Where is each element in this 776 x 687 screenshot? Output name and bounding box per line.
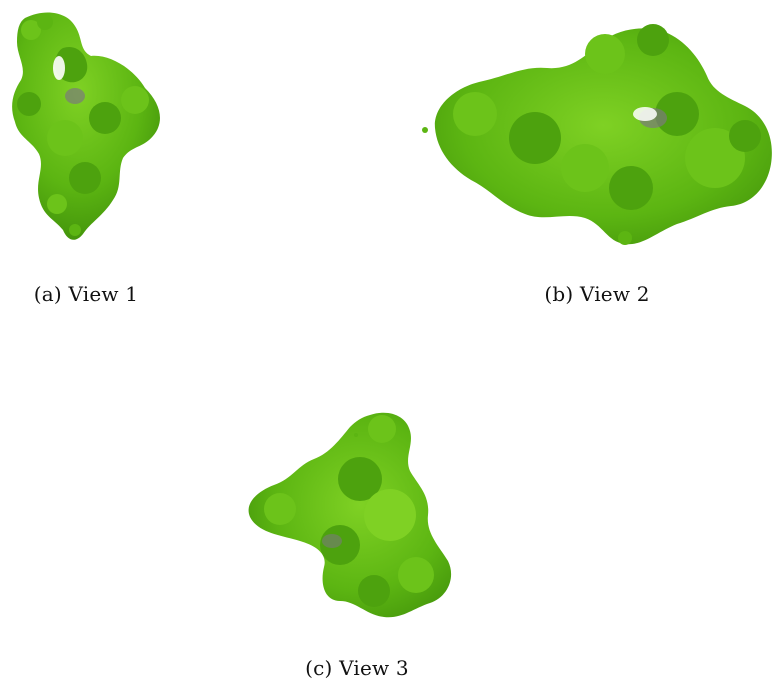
density-map-image	[12, 12, 160, 240]
caption-view-1: (a) View 1	[33, 282, 139, 306]
caption-view-3: (c) View 3	[305, 656, 409, 680]
density-map-view-3	[240, 405, 460, 625]
density-map-image	[422, 24, 772, 245]
caption-view-2: (b) View 2	[544, 282, 650, 306]
density-map-view-2	[415, 18, 776, 253]
density-map-view-1	[5, 8, 170, 248]
density-map-image	[248, 412, 452, 618]
